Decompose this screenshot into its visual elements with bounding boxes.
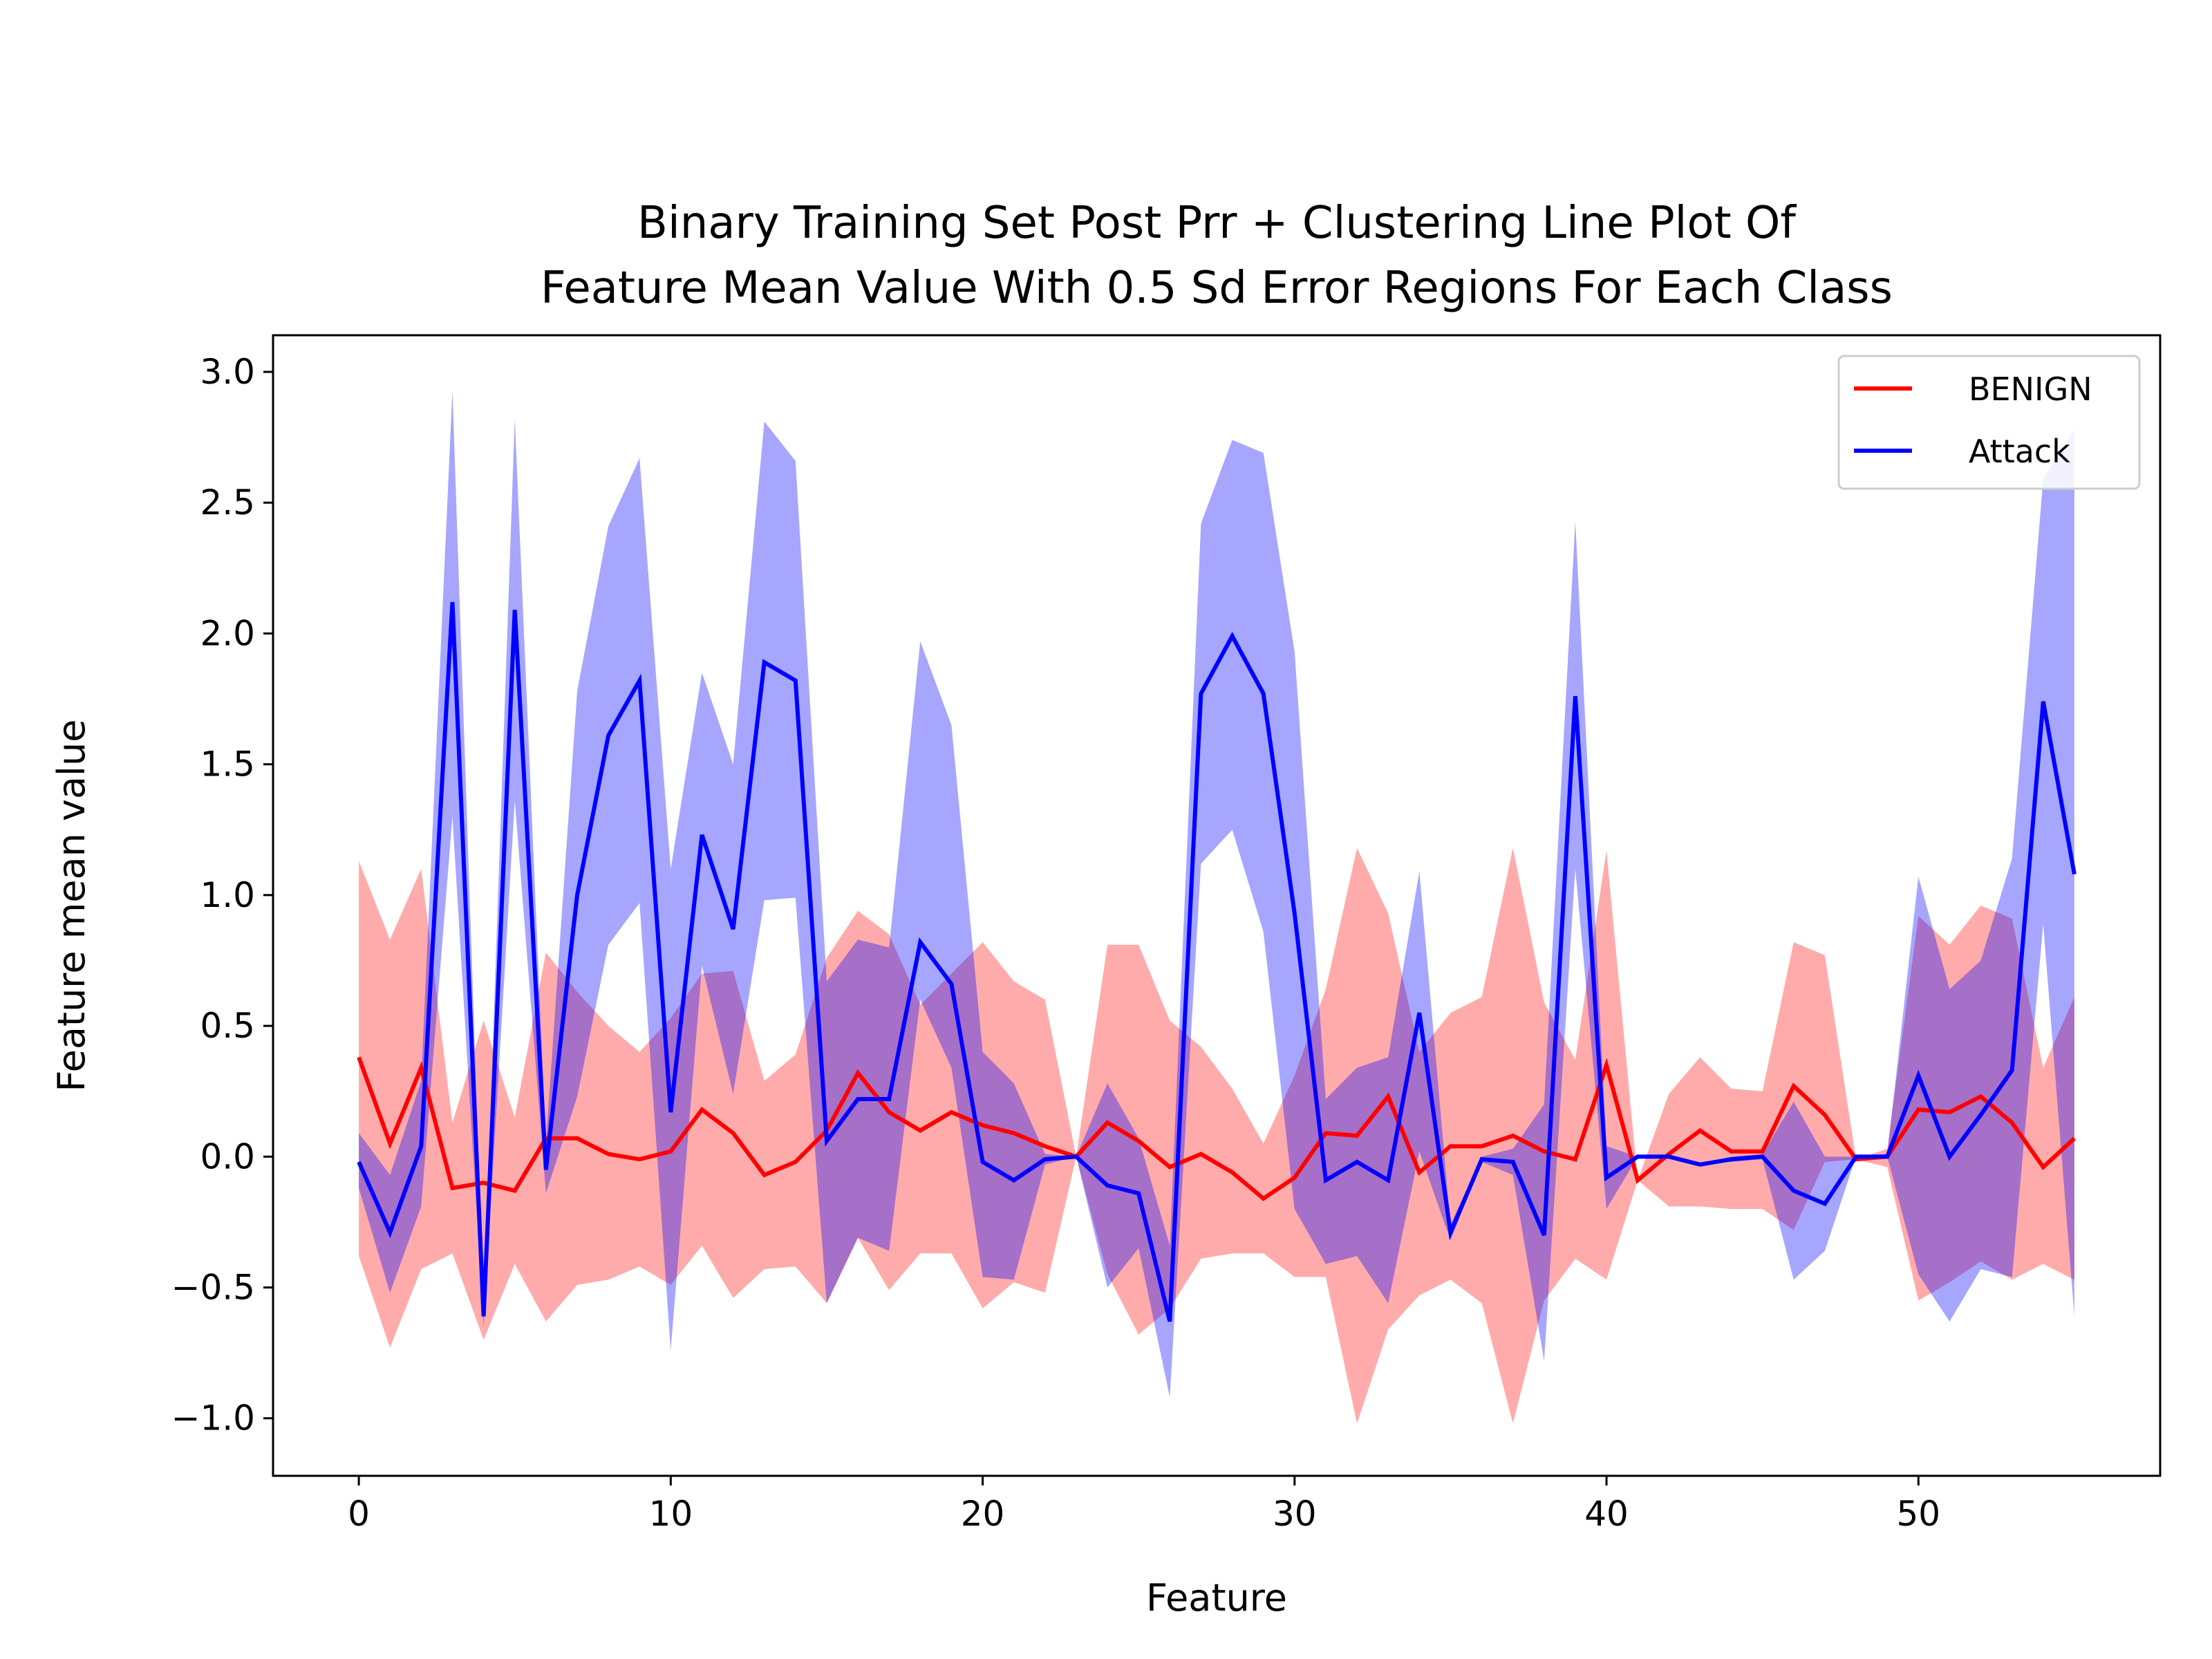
- x-axis-label: Feature: [1146, 1576, 1287, 1620]
- y-tick-label: 2.0: [200, 613, 255, 653]
- error-bands: [359, 390, 2074, 1424]
- x-axis-ticks: 0 10 20 30 40 50: [348, 1476, 1940, 1534]
- x-tick-label: 30: [1273, 1494, 1317, 1534]
- legend-box: [1837, 355, 2141, 490]
- y-tick-label: −1.0: [171, 1398, 255, 1438]
- chart-title-line-2: Feature Mean Value With 0.5 Sd Error Reg…: [541, 263, 1893, 314]
- legend-label-benign: BENIGN: [1969, 371, 2092, 408]
- x-tick-label: 50: [1896, 1494, 1940, 1534]
- chart-title: Binary Training Set Post Prr + Clusterin…: [541, 198, 1893, 314]
- y-tick-label: 1.0: [200, 875, 255, 915]
- y-tick-label: 0.0: [200, 1136, 255, 1177]
- y-tick-label: 3.0: [200, 352, 255, 392]
- y-tick-label: 1.5: [200, 744, 255, 785]
- x-tick-label: 40: [1584, 1494, 1629, 1534]
- y-tick-label: −0.5: [171, 1268, 255, 1308]
- plot-area: [357, 390, 2077, 1424]
- series-lines: [357, 601, 2077, 1322]
- y-tick-label: 2.5: [200, 482, 255, 523]
- legend: BENIGN Attack: [1837, 355, 2141, 490]
- series-line-benign: [357, 1056, 2076, 1201]
- x-tick-label: 10: [649, 1494, 693, 1534]
- legend-label-attack: Attack: [1969, 433, 2070, 470]
- x-tick-label: 0: [348, 1494, 370, 1534]
- error-band-attack: [359, 390, 2074, 1398]
- x-tick-label: 20: [961, 1494, 1005, 1534]
- y-axis-ticks: −1.0 −0.5 0.0 0.5 1.0 1.5 2.0 2.5 3.0: [171, 352, 273, 1438]
- plot-frame: [272, 334, 2162, 1477]
- y-axis-label: Feature mean value: [50, 719, 93, 1091]
- error-band-benign: [359, 847, 2074, 1424]
- chart-title-line-1: Binary Training Set Post Prr + Clusterin…: [637, 198, 1797, 249]
- series-line-attack: [357, 601, 2077, 1322]
- y-tick-label: 0.5: [200, 1006, 255, 1046]
